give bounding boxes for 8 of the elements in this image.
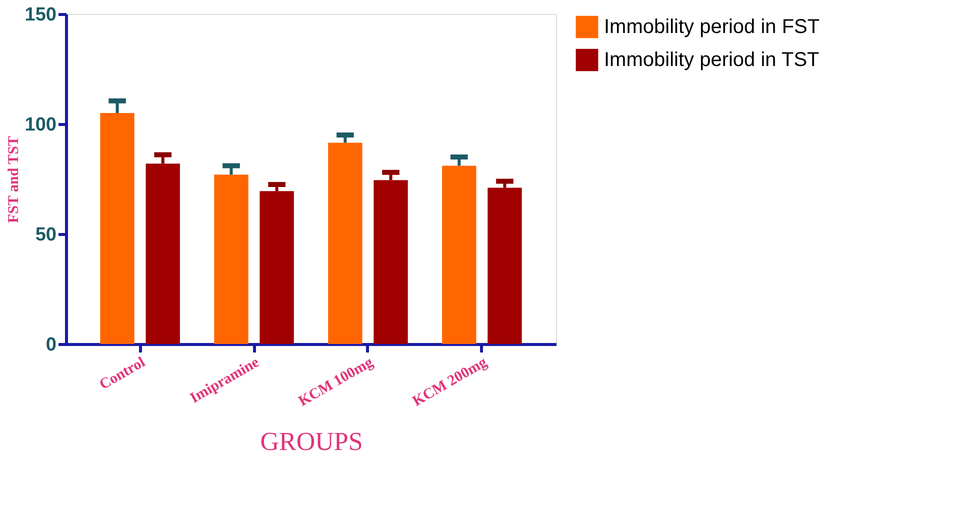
legend-label: Immobility period in TST	[604, 49, 820, 71]
legend-label: Immobility period in FST	[604, 16, 820, 38]
y-tick-label: 0	[46, 334, 56, 356]
y-tick-label: 50	[35, 224, 56, 246]
y-axis-title: FST and TST	[6, 136, 22, 224]
x-axis-title: GROUPS	[260, 426, 363, 456]
y-tick-label: 100	[24, 114, 56, 136]
y-tick-label: 150	[24, 4, 56, 26]
